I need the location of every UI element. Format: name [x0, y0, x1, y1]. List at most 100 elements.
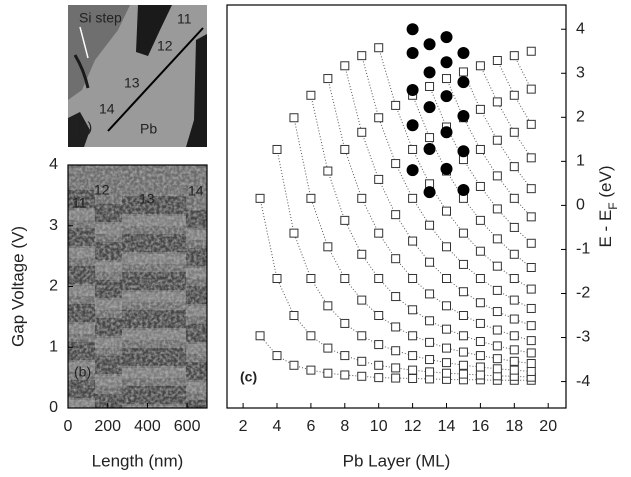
data-square: [509, 314, 519, 324]
data-square: [475, 61, 485, 71]
data-square: [526, 119, 536, 129]
data-square: [509, 127, 519, 137]
data-square: [357, 295, 367, 305]
data-dot: [423, 66, 436, 79]
data-square: [323, 166, 333, 176]
data-square: [306, 331, 316, 341]
data-square: [408, 274, 418, 284]
series-line: [344, 65, 532, 327]
data-square: [526, 84, 536, 94]
data-square: [526, 212, 536, 222]
data-square: [475, 246, 485, 256]
data-square: [323, 74, 333, 84]
data-square: [458, 259, 468, 269]
map-noise: [68, 165, 207, 408]
si-region: [136, 5, 172, 56]
data-square: [374, 340, 384, 350]
data-square: [425, 133, 435, 143]
data-square: [475, 351, 485, 361]
data-square: [391, 373, 401, 383]
data-square: [492, 341, 502, 351]
data-square: [289, 360, 299, 370]
data-square: [408, 305, 418, 315]
data-square: [340, 144, 350, 154]
data-square: [391, 322, 401, 332]
data-square: [374, 311, 384, 321]
data-square: [357, 356, 367, 366]
x-tick-label: 200: [94, 418, 121, 435]
data-square: [391, 100, 401, 110]
data-square: [340, 215, 350, 225]
y-tick-label: 2: [576, 109, 585, 126]
data-square: [357, 331, 367, 341]
data-square: [357, 371, 367, 381]
data-square: [289, 311, 299, 321]
data-square: [442, 358, 452, 368]
data-square: [408, 373, 418, 383]
data-square: [475, 370, 485, 380]
data-square: [374, 274, 384, 284]
data-square: [323, 301, 333, 311]
x-tick-label: 16: [472, 418, 490, 435]
data-square: [458, 287, 468, 297]
data-square: [458, 311, 468, 321]
data-square: [357, 249, 367, 259]
si-step: [73, 54, 90, 89]
data-square: [492, 97, 502, 107]
label-layer: 11: [177, 11, 192, 27]
data-square: [425, 337, 435, 347]
y-axis-label: Gap Voltage (V): [8, 226, 27, 347]
series-line: [412, 95, 532, 268]
data-square: [492, 204, 502, 214]
data-square: [340, 318, 350, 328]
si-region: [68, 112, 90, 147]
label-si-step: Si step: [79, 10, 122, 26]
data-square: [509, 295, 519, 305]
y-tick-label: 1: [576, 153, 585, 170]
data-dot: [457, 145, 470, 158]
y-axis-label-part: (eV): [596, 166, 615, 203]
x-tick-label: 10: [370, 418, 388, 435]
data-dot: [440, 162, 453, 175]
data-square: [391, 346, 401, 356]
data-square: [340, 370, 350, 380]
data-dot: [457, 47, 470, 60]
data-square: [357, 51, 367, 61]
data-square: [492, 234, 502, 244]
data-square: [526, 238, 536, 248]
data-square: [509, 356, 519, 366]
data-square: [509, 193, 519, 203]
data-square: [509, 222, 519, 232]
data-square: [526, 366, 536, 376]
data-dot: [457, 76, 470, 89]
x-axis-label: Length (nm): [92, 451, 184, 470]
data-dot: [423, 101, 436, 114]
x-tick-label: 600: [174, 418, 201, 435]
data-square: [526, 153, 536, 163]
data-square: [442, 324, 452, 334]
data-square: [442, 343, 452, 353]
data-square: [475, 318, 485, 328]
series-line: [259, 335, 532, 381]
data-square: [509, 345, 519, 355]
data-square: [475, 362, 485, 372]
data-square: [458, 347, 468, 357]
data-dot: [423, 143, 436, 156]
data-square: [408, 351, 418, 361]
data-square: [374, 373, 384, 383]
x-tick-label: 0: [64, 418, 73, 435]
series-line: [378, 47, 532, 290]
data-square: [408, 144, 418, 154]
data-square: [509, 274, 519, 284]
data-square: [391, 292, 401, 302]
data-square: [374, 43, 384, 53]
label-pb: Pb: [140, 121, 157, 137]
data-square: [458, 369, 468, 379]
x-axis-label: Pb Layer (ML): [343, 451, 451, 470]
data-dot: [406, 23, 419, 36]
data-square: [340, 61, 350, 71]
data-square: [425, 289, 435, 299]
data-square: [408, 331, 418, 341]
y-tick-label: 3: [576, 64, 585, 81]
data-square: [492, 307, 502, 317]
